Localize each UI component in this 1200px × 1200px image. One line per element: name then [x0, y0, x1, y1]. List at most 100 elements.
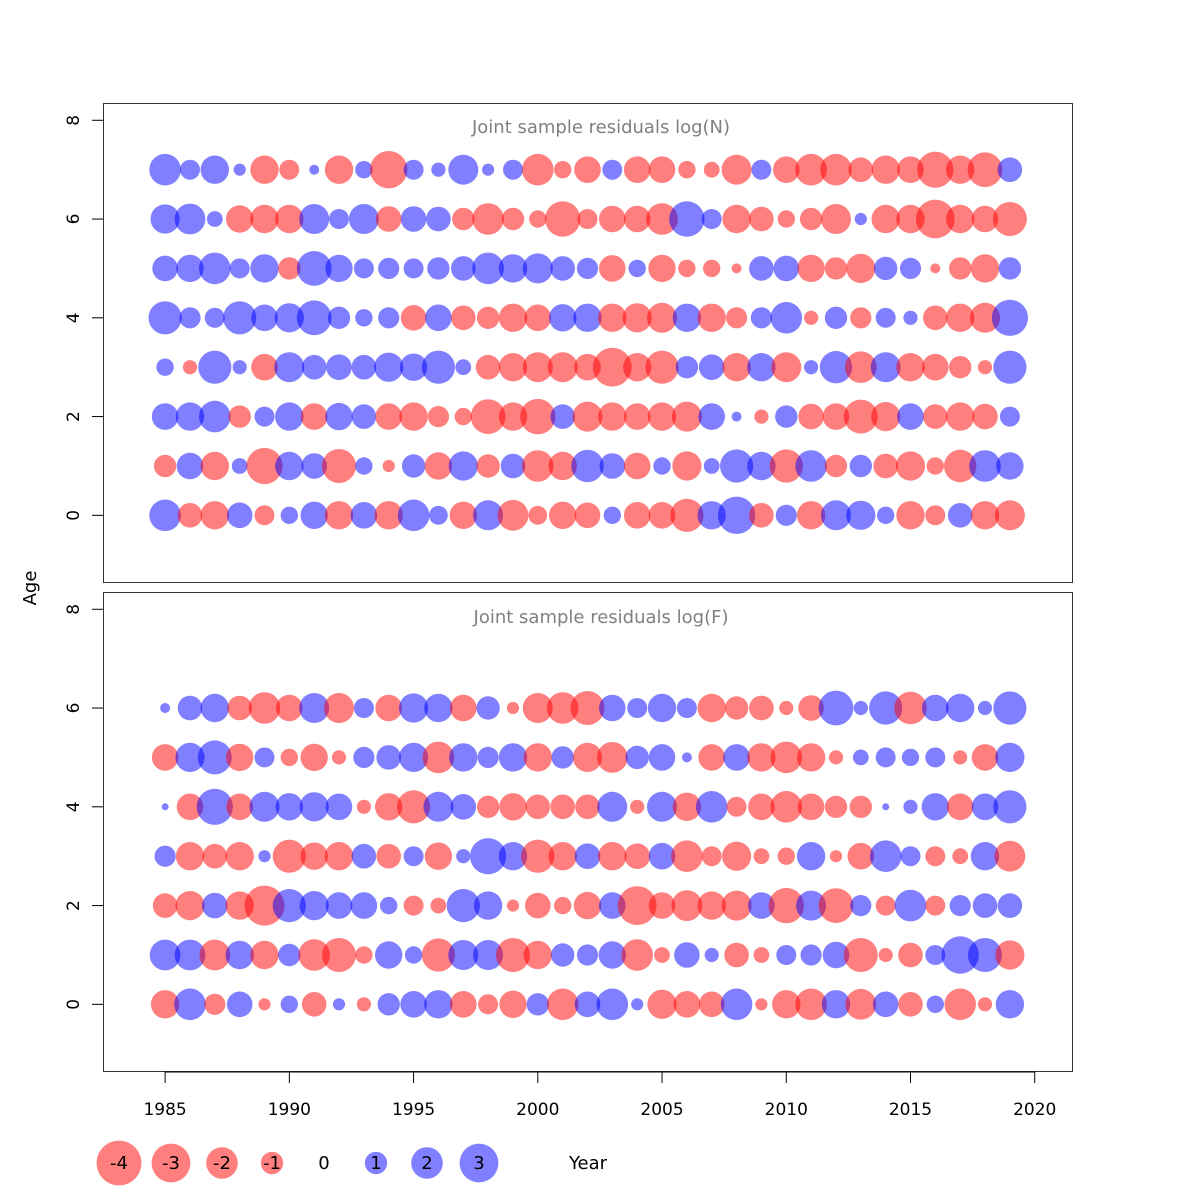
bottom-residual-bubble	[250, 940, 279, 970]
top-residual-bubble	[574, 156, 601, 183]
bottom-residual-bubble	[625, 745, 649, 770]
top-residual-bubble	[647, 402, 677, 431]
legend-label: -3	[162, 1153, 180, 1174]
top-residual-bubble	[994, 500, 1025, 531]
bottom-residual-bubble	[721, 890, 752, 921]
legend-bubble	[411, 1147, 443, 1179]
legend-label: -2	[213, 1153, 231, 1174]
top-residual-bubble	[375, 403, 403, 430]
bottom-residual-bubble	[548, 842, 577, 871]
top-residual-bubble	[275, 451, 304, 481]
top-residual-bubble	[821, 204, 851, 234]
top-residual-bubble	[424, 452, 453, 480]
bottom-residual-bubble	[753, 947, 770, 963]
top-residual-bubble	[599, 255, 626, 282]
bottom-residual-bubble	[526, 993, 549, 1016]
top-residual-bubble	[472, 252, 504, 285]
bottom-residual-bubble	[925, 747, 946, 768]
top-residual-bubble	[382, 459, 395, 473]
top-residual-bubble	[148, 301, 182, 335]
top-residual-bubble	[996, 452, 1024, 480]
top-residual-bubble	[754, 409, 769, 424]
top-residual-bubble	[804, 310, 819, 325]
top-residual-bubble	[770, 302, 803, 334]
bottom-residual-bubble	[161, 803, 169, 811]
top-residual-bubble	[206, 211, 223, 227]
bottom-residual-bubble	[621, 939, 653, 971]
bottom-residual-bubble	[852, 749, 869, 766]
bottom-residual-bubble	[748, 892, 775, 919]
y-axis-label: Age	[20, 571, 41, 606]
bottom-residual-bubble	[175, 742, 205, 773]
top-residual-bubble	[174, 203, 206, 235]
top-residual-bubble	[549, 501, 577, 529]
top-residual-bubble	[431, 162, 446, 177]
top-residual-bubble	[971, 205, 999, 233]
bottom-residual-bubble	[949, 895, 971, 917]
top-residual-bubble	[915, 199, 955, 239]
top-residual-bubble	[375, 206, 402, 232]
bottom-residual-bubble	[351, 843, 377, 869]
bottom-residual-bubble	[449, 743, 478, 772]
bottom-residual-bubble	[777, 847, 795, 865]
bottom-residual-bubble	[599, 892, 626, 919]
top-panel-title: Joint sample residuals log(N)	[471, 117, 730, 138]
top-residual-bubble	[977, 360, 993, 375]
bottom-residual-bubble	[925, 945, 946, 965]
bottom-residual-bubble	[800, 944, 822, 966]
top-y-tick-label: 8	[64, 115, 84, 126]
top-residual-bubble	[351, 404, 377, 429]
bottom-residual-bubble	[596, 988, 629, 1021]
bottom-residual-bubble	[399, 693, 429, 723]
top-residual-bubble	[769, 449, 803, 483]
bottom-residual-bubble	[723, 744, 750, 771]
bottom-y-tick-label: 4	[64, 801, 84, 812]
legend-bubble	[151, 1143, 191, 1183]
top-residual-bubble	[200, 501, 229, 530]
top-residual-bubble	[917, 151, 954, 188]
top-residual-bubble	[476, 306, 500, 329]
bottom-residual-bubble	[970, 842, 1000, 871]
bottom-y-tick-label: 0	[64, 999, 84, 1010]
bottom-residual-bubble	[822, 941, 850, 969]
top-residual-bubble	[547, 352, 578, 383]
top-residual-bubble	[846, 500, 876, 530]
bottom-residual-bubble	[900, 846, 921, 867]
bottom-residual-bubble	[375, 694, 403, 722]
top-residual-bubble	[946, 204, 975, 234]
top-residual-bubble	[448, 451, 478, 481]
top-residual-bubble	[795, 450, 827, 482]
top-residual-bubble	[896, 353, 925, 382]
top-residual-bubble	[773, 255, 800, 282]
top-residual-bubble	[896, 501, 925, 530]
bottom-residual-bubble	[473, 940, 504, 970]
top-residual-bubble	[149, 499, 181, 532]
bottom-residual-bubble	[400, 991, 427, 1018]
bottom-residual-bubble	[280, 748, 298, 767]
bottom-residual-bubble	[551, 943, 575, 967]
top-residual-bubble	[550, 256, 575, 281]
top-residual-bubble	[301, 354, 327, 380]
bottom-residual-bubble	[225, 842, 254, 871]
bottom-residual-bubble	[177, 695, 203, 721]
top-residual-bubble	[455, 359, 472, 376]
bottom-residual-bubble	[244, 885, 285, 926]
bottom-y-tick-label: 2	[64, 900, 84, 911]
top-residual-bubble	[949, 257, 972, 280]
top-residual-bubble	[726, 307, 748, 329]
top-residual-bubble	[949, 356, 972, 379]
bottom-residual-bubble	[523, 743, 552, 772]
bottom-residual-bubble	[450, 694, 477, 722]
bottom-residual-bubble	[953, 750, 968, 765]
top-residual-bubble	[522, 450, 554, 482]
top-residual-bubble	[374, 501, 403, 530]
bottom-residual-bubble	[403, 895, 424, 916]
bottom-residual-bubble	[276, 694, 303, 722]
top-residual-bubble	[930, 263, 941, 274]
bottom-residual-bubble	[898, 992, 923, 1017]
top-residual-bubble	[703, 161, 720, 178]
top-residual-bubble	[325, 254, 353, 283]
top-residual-bubble	[355, 161, 373, 179]
bottom-residual-bubble	[174, 939, 206, 971]
